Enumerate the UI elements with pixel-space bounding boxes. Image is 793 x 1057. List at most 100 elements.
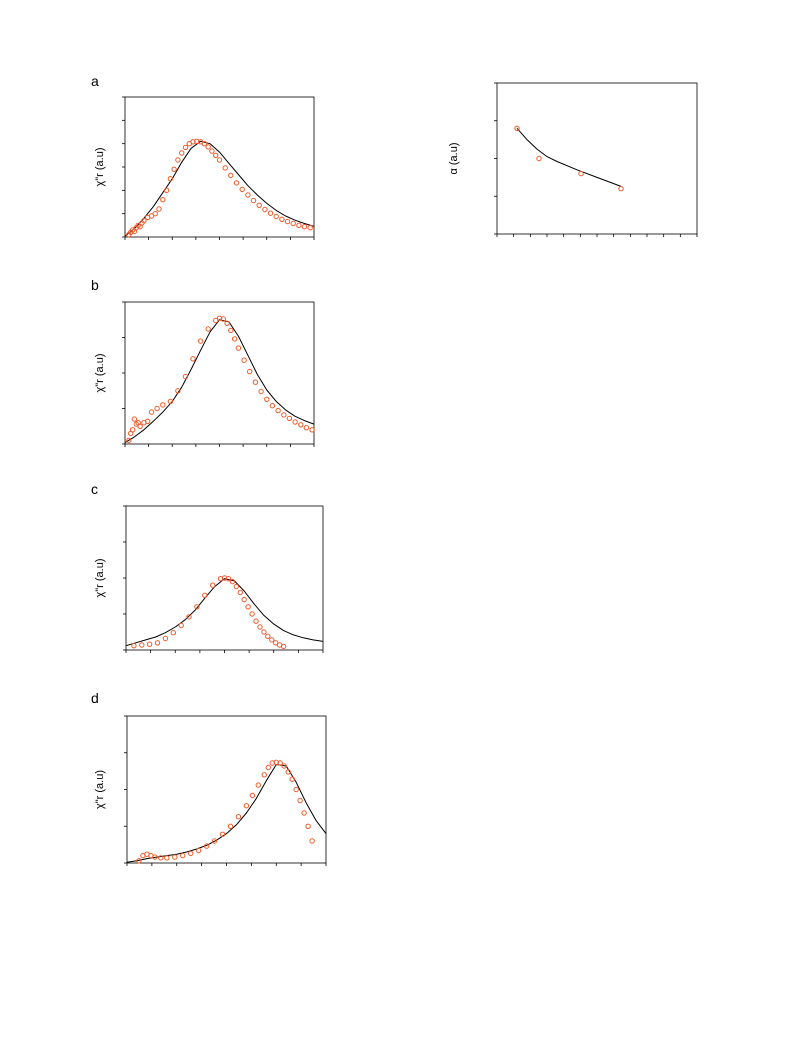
data-point [190,139,196,145]
data-point [194,604,200,610]
data-point [269,403,276,409]
data-point [167,176,174,182]
chart-panel-c: χ"r (a.u) [94,505,324,653]
chart-panel-d: χ"r (a.u) [94,715,327,866]
data-point [205,144,211,150]
data-point [307,225,313,231]
panel-letter-b: b [91,277,99,293]
data-point [265,633,271,639]
data-point [227,823,234,829]
data-point [292,419,298,425]
data-point [249,792,256,799]
data-point [148,409,155,415]
data-point [148,213,155,219]
data-point [245,604,251,610]
data-point [160,402,166,408]
data-point [219,831,226,837]
data-point [137,423,143,429]
data-point [167,398,174,405]
data-point [220,316,227,322]
data-point [126,437,132,444]
data-point [162,635,169,642]
data-point [131,643,137,649]
data-point [237,589,244,596]
data-point [249,611,255,617]
data-point [146,641,153,647]
chart-panel-a: χ"r (a.u) [94,96,315,240]
data-point [296,222,302,229]
data-point [202,592,208,598]
data-point [194,138,200,145]
data-point [273,213,279,220]
data-point [190,356,196,362]
chart-panel-alpha: α (a.u) [448,82,698,237]
data-point [618,186,624,192]
data-point [205,326,211,332]
fit-line [125,578,324,647]
data-point [145,418,151,424]
data-point [261,629,267,635]
data-point [186,614,192,620]
data-point [305,823,311,829]
data-point [233,583,240,590]
data-point [154,640,161,646]
data-point [213,152,219,159]
data-point [239,186,245,193]
data-point [160,197,166,203]
chart-panel-b: χ"r (a.u) [94,301,315,447]
data-point [256,202,262,209]
data-point [245,192,251,198]
data-point [235,345,242,351]
data-point [203,843,210,849]
data-point [269,637,275,643]
panel-letter-a: a [91,73,99,89]
data-point [280,643,287,650]
data-point [289,776,295,782]
data-point [277,760,283,766]
data-point [152,854,158,860]
data-point [154,405,160,412]
data-point [253,618,259,624]
data-point [258,388,264,395]
data-point [195,847,202,854]
data-point [156,206,162,212]
data-point [247,368,253,375]
data-point [514,125,520,132]
fit-line [126,764,327,863]
data-point [293,786,299,793]
data-point [158,855,164,861]
data-point [275,407,281,414]
y-axis-label: χ"r (a.u) [94,770,106,809]
data-point [273,640,279,646]
data-point [290,220,296,227]
data-point [297,797,303,804]
fit-line [124,140,315,237]
data-point [139,642,145,648]
fit-line [516,127,622,187]
data-point [197,338,204,344]
data-point [284,218,291,225]
data-point [233,180,240,186]
data-point [170,630,177,636]
plot-frame [126,715,327,864]
data-point [536,155,542,162]
data-point [163,187,170,194]
data-point [265,764,271,771]
data-point [179,150,185,156]
data-point [255,782,261,788]
y-axis-label: χ"r (a.u) [94,558,106,597]
data-point [222,165,228,171]
data-point [216,157,223,163]
data-point [224,320,230,326]
data-point [301,224,308,230]
data-point [286,415,293,422]
data-point [129,427,136,433]
data-point [252,379,259,385]
data-point [262,206,268,213]
data-point [241,357,247,363]
plot-frame [125,505,324,651]
data-point [213,317,219,324]
data-point [264,396,270,402]
data-point [228,327,234,334]
